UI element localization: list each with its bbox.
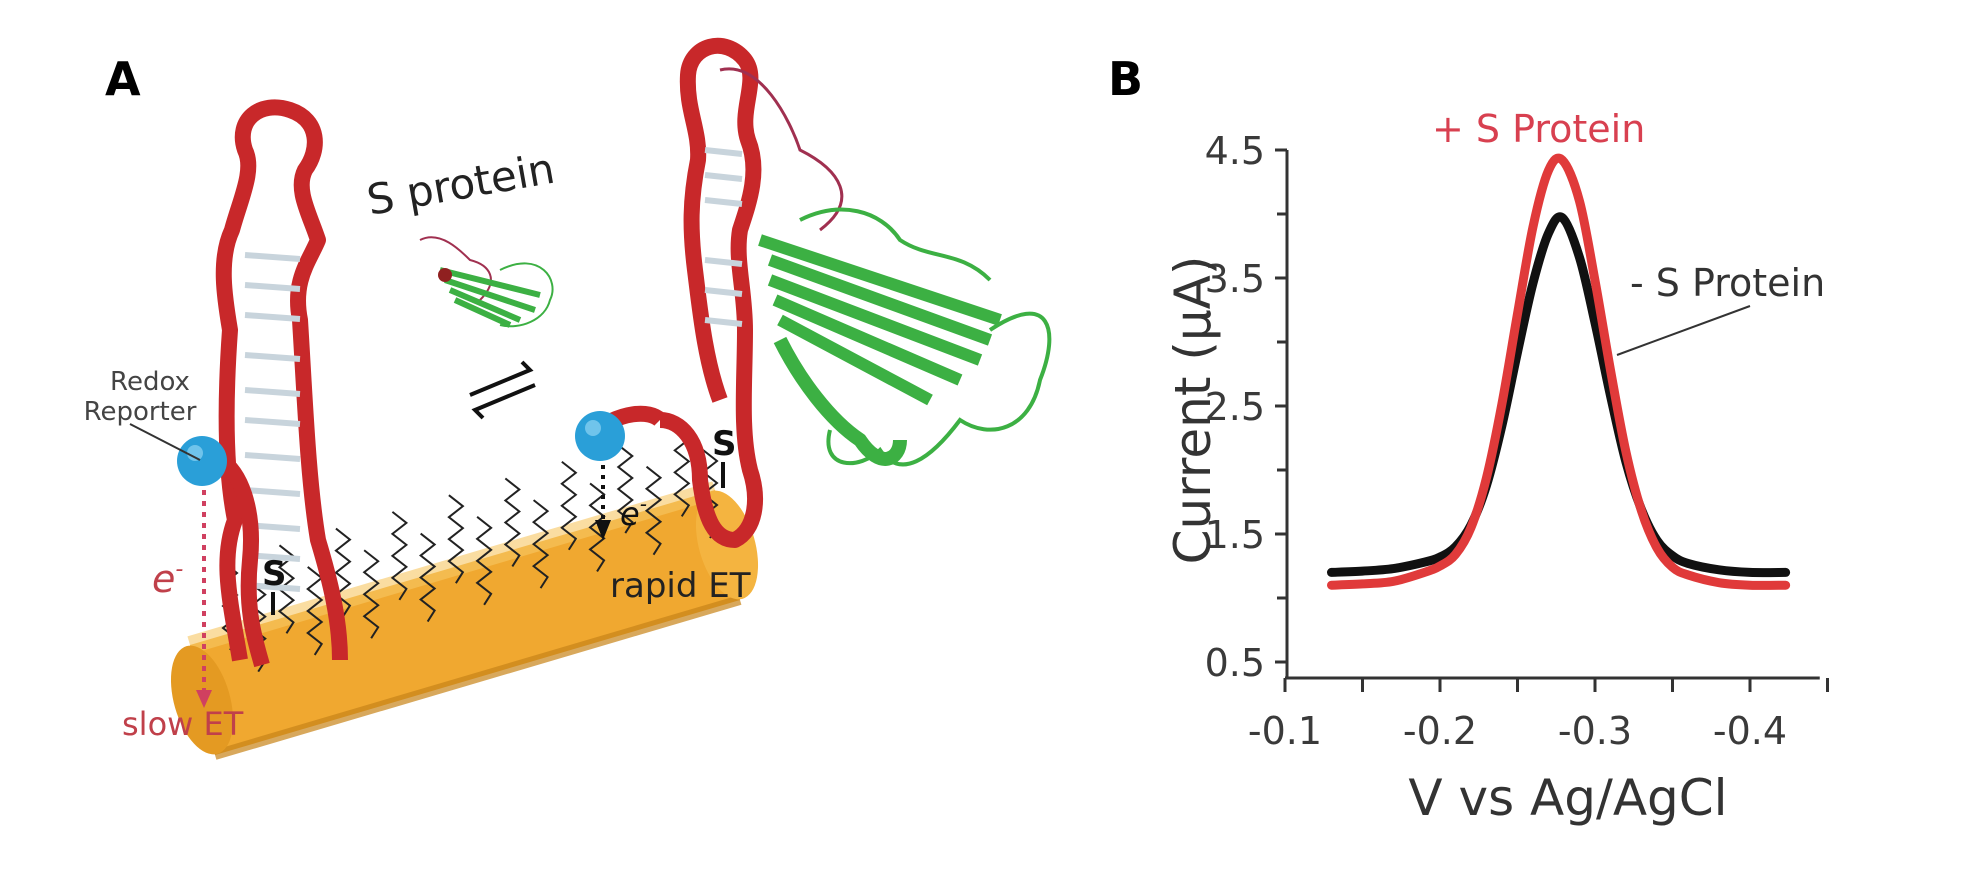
base-pair — [704, 317, 743, 327]
x-tick-label: -0.1 — [1248, 709, 1322, 753]
series-plus-s-protein — [1327, 153, 1791, 590]
x-tick-label: -0.3 — [1558, 709, 1632, 753]
aptamer-bound — [584, 37, 763, 548]
thiol-right: S — [712, 424, 737, 464]
legend-minus-s-protein: - S Protein — [1630, 261, 1825, 305]
panel-b: B 4.5 3.5 2.5 1.5 0.5 -0.1 -0.2 -0.3 -0.4 Curren… — [1108, 52, 1829, 827]
redox-reporter-label-2: Reporter — [84, 397, 197, 427]
aptamer-closed — [215, 99, 348, 668]
legend-plus-s-protein: + S Protein — [1432, 107, 1645, 151]
alkyl-chain — [475, 516, 493, 606]
redox-reporter-right — [575, 411, 625, 461]
alkyl-chain — [616, 444, 634, 534]
x-axis-title: V vs Ag/AgCl — [1408, 769, 1727, 827]
base-pair — [704, 147, 743, 157]
panel-a: A Redox Reporter e- slow ET S S pr — [84, 37, 1052, 760]
y-tick-label: 0.5 — [1205, 641, 1265, 685]
base-pair — [704, 257, 743, 267]
voltammogram-chart: 4.5 3.5 2.5 1.5 0.5 -0.1 -0.2 -0.3 -0.4 Current … — [1164, 107, 1829, 827]
monolayer-chains — [221, 427, 719, 673]
y-axis-title: Current (µA) — [1164, 256, 1222, 565]
alkyl-chain — [362, 549, 380, 639]
base-pair — [244, 487, 301, 497]
s-protein-bound — [719, 67, 1052, 467]
panel-a-label: A — [105, 52, 141, 106]
y-tick-label: 4.5 — [1205, 129, 1265, 173]
slow-et-arrowhead — [196, 690, 212, 708]
y-tick-label: 2.5 — [1205, 385, 1265, 429]
rapid-et-label: rapid ET — [610, 566, 751, 606]
x-tick-label: -0.4 — [1713, 709, 1787, 753]
base-pair — [244, 282, 301, 292]
series-minus-s-protein — [1327, 212, 1791, 578]
base-pair — [244, 387, 301, 397]
slow-et-label: slow ET — [122, 705, 244, 743]
redox-reporter-left — [177, 436, 227, 486]
alkyl-chain — [503, 477, 521, 568]
alkyl-chain — [531, 499, 550, 589]
legend-leader-line — [1616, 305, 1751, 356]
redox-reporter-label-1: Redox — [110, 367, 190, 397]
y-tick-label: 1.5 — [1205, 513, 1265, 557]
base-pair — [244, 252, 301, 262]
y-tick-label: 3.5 — [1205, 257, 1265, 301]
base-pair — [244, 452, 301, 462]
alkyl-chain — [588, 482, 606, 572]
s-protein-small — [419, 236, 554, 328]
base-pair — [244, 352, 301, 362]
alkyl-chain — [419, 532, 437, 623]
equilibrium-arrows-icon — [469, 360, 536, 420]
alkyl-chain — [447, 494, 465, 584]
electron-right: e- — [620, 492, 647, 533]
base-pair — [704, 197, 743, 207]
alkyl-chain — [306, 566, 324, 656]
thiol-left: S — [262, 554, 287, 594]
alkyl-chain — [560, 460, 578, 551]
base-pair — [244, 417, 301, 427]
reporter-leader-line — [129, 423, 201, 461]
alkyl-chain — [334, 527, 352, 618]
s-protein-label: S protein — [363, 144, 558, 225]
panel-b-label: B — [1108, 52, 1143, 106]
electron-left: e- — [152, 557, 183, 601]
base-pair — [704, 287, 743, 297]
base-pair — [244, 312, 301, 322]
alkyl-chain — [644, 465, 663, 556]
base-pair — [704, 172, 743, 182]
x-tick-label: -0.2 — [1403, 709, 1477, 753]
alkyl-chain — [390, 511, 409, 601]
